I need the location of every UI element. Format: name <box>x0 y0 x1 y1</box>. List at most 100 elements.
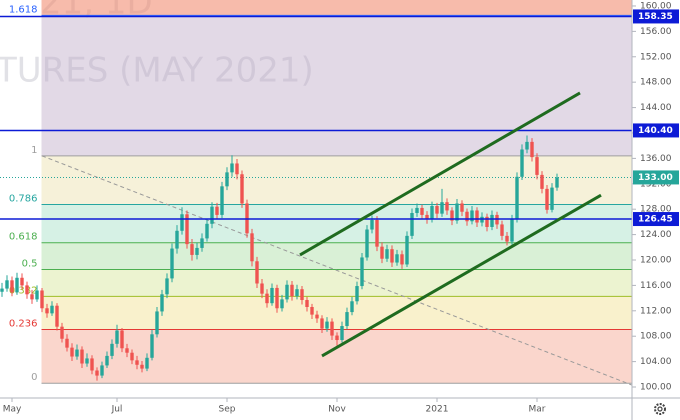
candle-body <box>60 326 64 339</box>
plot-area: 21, 1DTURES (MAY 2021)00.2360.3820.50.61… <box>0 0 632 386</box>
candle-body <box>170 248 174 279</box>
candle-body <box>240 174 244 204</box>
x-tick-label: Nov <box>328 405 346 415</box>
candle-body <box>380 246 384 259</box>
price-box-label: 140.40 <box>638 126 673 136</box>
candle-body <box>295 289 299 297</box>
candle-body <box>235 163 239 175</box>
candle-body <box>415 207 419 214</box>
candle-body <box>510 219 514 242</box>
x-tick-label: Jul <box>111 405 123 415</box>
fib-band <box>41 296 632 330</box>
candle-body <box>490 214 494 227</box>
candle-body <box>220 186 224 215</box>
candle-body <box>85 358 89 364</box>
candle-body <box>345 312 349 327</box>
candle-body <box>505 235 509 242</box>
y-tick-label: 116.00 <box>640 281 672 291</box>
candle-body <box>445 202 449 211</box>
candle-body <box>555 177 559 188</box>
candle-body <box>425 214 429 220</box>
candle-body <box>350 301 354 313</box>
candle-body <box>15 277 19 293</box>
candle-body <box>0 288 4 292</box>
candle-body <box>35 290 39 300</box>
candle-body <box>280 299 284 309</box>
candle-body <box>190 244 194 255</box>
y-tick-label: 112.00 <box>640 306 672 316</box>
fib-label: 0.786 <box>9 194 38 205</box>
candle-body <box>325 321 329 329</box>
candle-body <box>180 214 184 231</box>
candle-body <box>200 238 204 248</box>
candle-body <box>10 280 14 293</box>
candle-body <box>140 364 144 369</box>
fib-band <box>41 155 632 205</box>
y-tick-label: 148.00 <box>640 78 672 88</box>
channel-line <box>299 91 581 257</box>
candle-body <box>135 360 139 365</box>
fib-band <box>41 269 632 297</box>
candle-body <box>30 294 34 300</box>
candle-body <box>290 284 294 297</box>
candle-body <box>275 287 279 309</box>
candle-body <box>120 330 124 349</box>
fib-band <box>41 15 632 156</box>
candle-body <box>545 188 549 210</box>
candle-body <box>455 203 459 221</box>
price-axis <box>632 0 680 420</box>
candle-body <box>150 334 154 358</box>
last-price-box-label: 133.00 <box>638 173 673 183</box>
y-tick-label: 100.00 <box>640 383 672 393</box>
candle-body <box>390 249 394 263</box>
y-tick-label: 152.00 <box>640 52 672 62</box>
candle-body <box>115 330 119 344</box>
candle-body <box>520 149 524 177</box>
candle-body <box>130 352 134 361</box>
candle-body <box>305 300 309 307</box>
candle-body <box>540 174 544 189</box>
candle-body <box>525 141 529 150</box>
y-tick-label: 144.00 <box>640 103 672 113</box>
settings-icon[interactable] <box>654 403 666 415</box>
y-tick-label: 104.00 <box>640 357 672 367</box>
fib-label: 0.5 <box>22 259 38 270</box>
candle-body <box>355 286 359 302</box>
candle-body <box>530 141 534 158</box>
price-box <box>633 9 679 24</box>
candle-body <box>260 283 264 294</box>
candle-body <box>300 289 304 301</box>
candle-body <box>400 254 404 265</box>
price-box <box>633 212 679 227</box>
candle-body <box>535 157 539 175</box>
candle-body <box>410 213 414 236</box>
fib-label: 0.618 <box>9 232 38 243</box>
candle-body <box>205 223 209 239</box>
candle-body <box>405 235 409 265</box>
candle-body <box>65 338 69 348</box>
candle-body <box>80 349 84 364</box>
y-tick-label: 156.00 <box>640 27 672 37</box>
y-tick-label: 136.00 <box>640 154 672 164</box>
x-tick-label: Mar <box>529 405 546 415</box>
fib-label: 0.236 <box>9 319 38 330</box>
trend-line <box>41 155 632 386</box>
price-box-label: 158.35 <box>638 12 673 22</box>
candle-body <box>320 318 324 329</box>
candle-body <box>370 219 374 230</box>
candle-body <box>270 287 274 304</box>
candle-body <box>70 347 74 357</box>
price-box <box>633 123 679 138</box>
y-tick-label: 160.00 <box>640 1 672 11</box>
fib-band <box>41 0 632 16</box>
fib-band <box>41 0 632 16</box>
candle-body <box>440 202 444 214</box>
candle-body <box>105 355 109 366</box>
candle-body <box>45 308 49 314</box>
candle-body <box>465 211 469 222</box>
candle-body <box>470 210 474 222</box>
candle-body <box>125 348 129 353</box>
x-tick-label: Sep <box>219 405 236 415</box>
last-price-box <box>633 170 679 185</box>
